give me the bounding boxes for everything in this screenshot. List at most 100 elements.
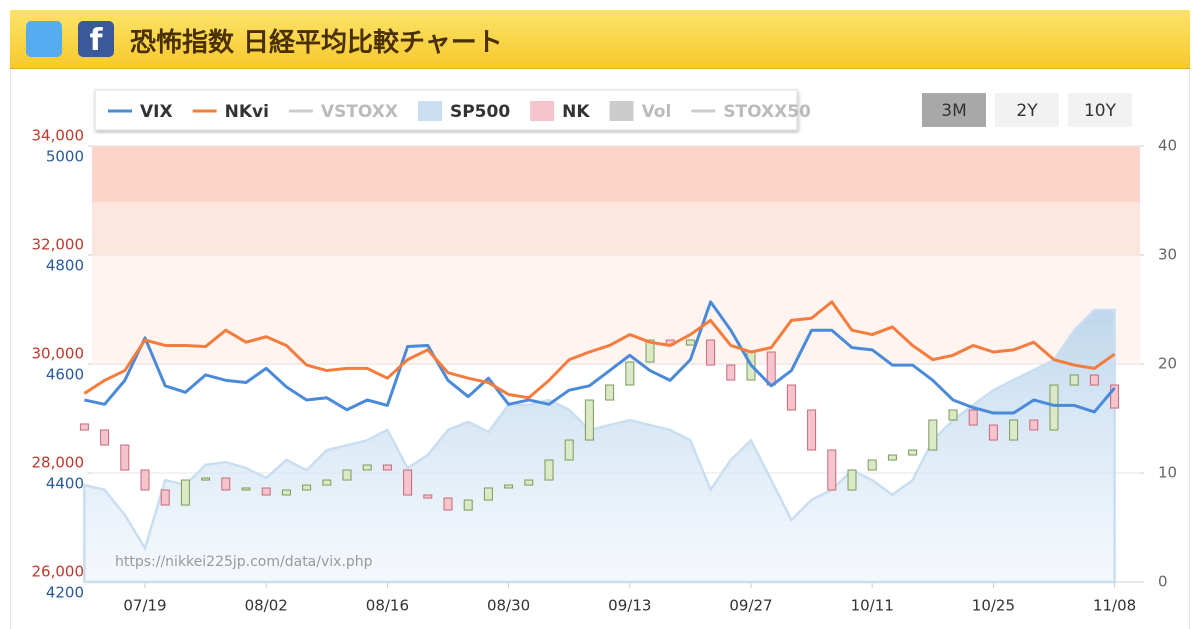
candle	[160, 489, 170, 506]
legend-swatch[interactable]	[530, 101, 555, 121]
chart-card	[10, 69, 1190, 629]
candle	[302, 484, 312, 491]
candle	[443, 497, 453, 511]
range-label[interactable]: 3M	[941, 101, 966, 121]
candle	[423, 494, 433, 499]
candle	[827, 449, 837, 491]
legend-swatch[interactable]	[609, 101, 634, 121]
range-button[interactable]	[1068, 93, 1132, 127]
y3-tick-label: 5000	[46, 148, 84, 166]
candle	[988, 424, 998, 441]
y2-tick-label: 20	[1158, 355, 1177, 373]
candle	[1029, 419, 1039, 431]
y-tick-label: 30,000	[32, 345, 85, 363]
range-button[interactable]	[995, 93, 1059, 127]
fear-band-high	[92, 146, 1140, 202]
candle	[140, 469, 150, 491]
candle	[726, 364, 736, 381]
candle	[706, 339, 716, 366]
y3-tick-label: 4800	[46, 257, 84, 275]
twitter-icon[interactable]	[26, 21, 62, 57]
candle	[584, 399, 594, 441]
y3-tick-label: 4400	[46, 475, 84, 493]
legend-swatch[interactable]	[417, 101, 442, 121]
candle	[524, 479, 534, 486]
candle	[120, 444, 130, 471]
candle	[241, 487, 251, 491]
y2-tick-label: 30	[1158, 246, 1177, 264]
legend-label[interactable]: NK	[562, 102, 590, 122]
candle	[180, 479, 190, 506]
candle	[847, 469, 857, 491]
candle	[403, 469, 413, 496]
candle	[948, 409, 958, 421]
y3-tick-label: 4600	[46, 366, 84, 384]
y-tick-label: 34,000	[32, 127, 85, 145]
candle	[79, 423, 89, 431]
legend-label[interactable]: STOXX50	[723, 102, 811, 122]
x-tick-label: 09/27	[729, 597, 772, 615]
page-title: 恐怖指数 日経平均比較チャート	[130, 28, 503, 58]
range-label[interactable]: 10Y	[1084, 101, 1117, 121]
y-tick-label: 32,000	[32, 236, 85, 254]
candle	[605, 384, 615, 401]
candle	[362, 464, 372, 471]
x-tick-label: 10/25	[972, 597, 1015, 615]
y2-tick-label: 10	[1158, 464, 1177, 482]
legend-label[interactable]: SP500	[450, 102, 510, 122]
header-bar: f 恐怖指数 日経平均比較チャート	[10, 10, 1190, 69]
candle	[504, 484, 514, 489]
candle	[281, 489, 291, 496]
candle	[968, 409, 978, 426]
candle	[807, 409, 817, 451]
range-label[interactable]: 2Y	[1016, 101, 1038, 121]
range-button[interactable]	[922, 93, 986, 127]
area-sp500	[83, 308, 1116, 584]
candle	[867, 459, 877, 471]
legend-label[interactable]: NKvi	[225, 102, 269, 122]
candle	[625, 361, 635, 386]
candle	[564, 439, 574, 461]
candle	[342, 469, 352, 481]
candle	[483, 487, 493, 501]
x-tick-label: 08/02	[245, 597, 288, 615]
candle	[685, 339, 695, 346]
candle	[463, 499, 473, 511]
candle	[645, 339, 655, 363]
facebook-icon[interactable]: f	[78, 21, 114, 58]
y2-tick-label: 40	[1158, 137, 1177, 155]
candle	[544, 459, 554, 481]
x-tick-label: 09/13	[608, 597, 651, 615]
fear-band-low	[92, 255, 1140, 365]
candle	[1110, 384, 1120, 409]
candle	[1049, 384, 1059, 431]
y-tick-label: 28,000	[32, 454, 85, 472]
candle	[1089, 374, 1099, 386]
y3-tick-label: 4200	[46, 584, 84, 602]
x-tick-label: 11/08	[1093, 597, 1136, 615]
candle	[766, 351, 776, 386]
candle	[201, 477, 211, 481]
candle	[221, 477, 231, 491]
watermark: https://nikkei225jp.com/data/vix.php	[115, 554, 373, 570]
y-tick-label: 26,000	[32, 563, 85, 581]
candle	[1009, 419, 1019, 441]
candle	[322, 479, 332, 486]
fear-band-mid	[92, 202, 1140, 255]
x-tick-label: 07/19	[123, 597, 166, 615]
legend-label[interactable]: VSTOXX	[321, 102, 398, 122]
candle	[382, 464, 392, 471]
candle	[786, 384, 796, 411]
y2-tick-label: 0	[1158, 573, 1168, 591]
line-nkvi	[83, 300, 1116, 400]
legend-label[interactable]: VIX	[140, 102, 173, 122]
x-tick-label: 08/16	[366, 597, 409, 615]
candle	[887, 454, 897, 461]
candle	[1069, 374, 1079, 386]
candle	[100, 429, 110, 446]
x-tick-label: 10/11	[851, 597, 894, 615]
candle	[908, 449, 918, 456]
legend-label[interactable]: Vol	[642, 102, 672, 122]
